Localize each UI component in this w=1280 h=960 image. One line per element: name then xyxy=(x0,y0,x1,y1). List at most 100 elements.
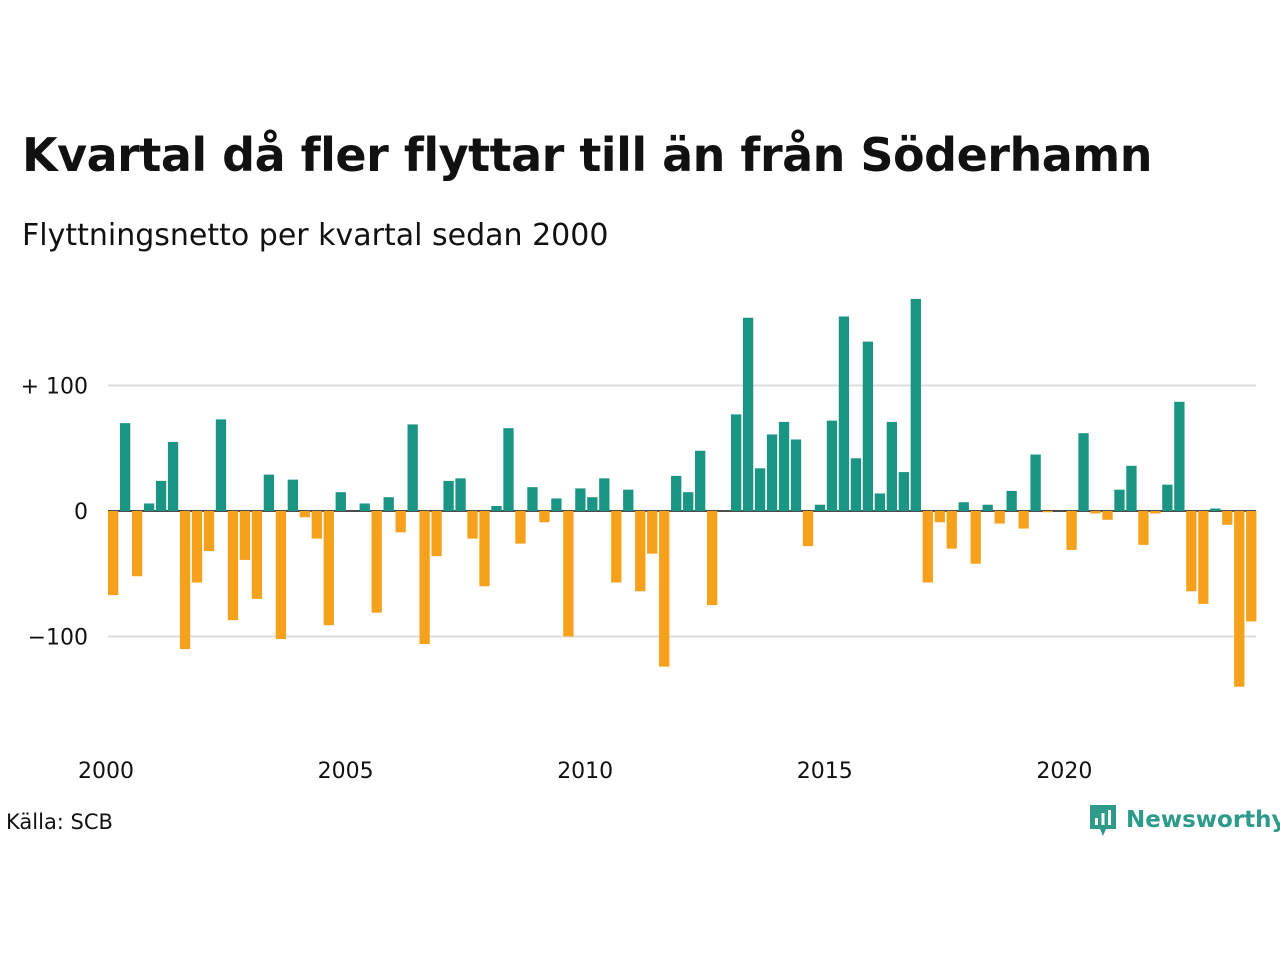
bar xyxy=(1006,490,1017,511)
bar xyxy=(419,511,430,645)
bar xyxy=(850,458,862,511)
bar xyxy=(707,511,718,606)
bar xyxy=(862,341,874,511)
bar xyxy=(323,511,334,626)
bar xyxy=(287,479,298,511)
bar xyxy=(874,493,886,511)
bar xyxy=(1114,489,1125,511)
bar xyxy=(275,511,287,640)
bar xyxy=(1198,511,1209,604)
bar xyxy=(1090,511,1101,514)
bar xyxy=(263,474,275,511)
bar xyxy=(1102,511,1113,520)
bar xyxy=(335,492,346,511)
bar xyxy=(383,497,394,511)
bar xyxy=(898,472,909,511)
bar xyxy=(299,511,310,518)
bar xyxy=(443,480,454,511)
bar xyxy=(108,511,119,596)
bar-chart: + 100 0 −100 2000 2005 2010 2015 2020 xyxy=(21,298,1257,784)
bar xyxy=(359,503,370,511)
bar xyxy=(970,511,981,564)
x-tick-label: 2020 xyxy=(1036,759,1092,784)
bar xyxy=(647,511,658,554)
y-tick-label: 0 xyxy=(74,500,88,525)
bar xyxy=(946,511,957,549)
x-tick-label: 2000 xyxy=(78,759,134,784)
bar xyxy=(119,423,131,511)
y-tick-label: −100 xyxy=(28,626,88,651)
bar xyxy=(1030,454,1041,511)
bar xyxy=(826,420,838,511)
bar xyxy=(491,505,502,511)
bar xyxy=(1078,433,1089,511)
brand-name: Newsworthy xyxy=(1126,807,1280,833)
bar xyxy=(1246,511,1257,622)
newsworthy-logo-icon xyxy=(1090,805,1116,836)
bar xyxy=(251,511,263,599)
bar xyxy=(730,414,742,511)
bar xyxy=(143,503,155,511)
brand-logo[interactable]: Newsworthy xyxy=(1088,802,1280,838)
bar xyxy=(179,511,191,650)
bar xyxy=(742,317,754,511)
y-axis-labels: + 100 0 −100 xyxy=(21,375,88,651)
bar xyxy=(455,478,466,511)
bar xyxy=(239,511,251,560)
bar xyxy=(563,511,574,637)
bar xyxy=(479,511,490,587)
bar xyxy=(695,450,706,511)
bar xyxy=(215,419,227,511)
bar xyxy=(790,439,802,511)
bars xyxy=(108,298,1257,687)
x-tick-label: 2015 xyxy=(797,759,853,784)
bar xyxy=(886,421,897,511)
bar xyxy=(131,511,143,577)
bar xyxy=(515,511,526,544)
bar xyxy=(611,511,622,583)
bar xyxy=(754,468,766,511)
y-tick-label: + 100 xyxy=(21,375,88,400)
bar xyxy=(1210,508,1221,511)
bar xyxy=(1234,511,1245,687)
bar xyxy=(766,434,778,511)
bar xyxy=(958,502,969,512)
bar xyxy=(683,492,694,511)
bar xyxy=(395,511,406,533)
bar xyxy=(599,478,610,511)
bar xyxy=(910,298,921,511)
bar xyxy=(539,511,550,523)
bar xyxy=(1126,465,1137,511)
bar xyxy=(203,511,215,552)
source-label: Källa: SCB xyxy=(6,810,113,834)
bar xyxy=(659,511,670,667)
bar xyxy=(167,441,179,511)
bar xyxy=(802,511,814,547)
bar xyxy=(1042,511,1053,513)
bar xyxy=(431,511,442,557)
bar xyxy=(527,487,538,511)
chart-title: Kvartal då fler flyttar till än från Söd… xyxy=(22,128,1152,182)
bar xyxy=(623,489,634,511)
bar xyxy=(1066,511,1077,550)
bar xyxy=(1018,511,1029,529)
bar xyxy=(814,504,826,511)
bar xyxy=(1150,511,1161,514)
bar xyxy=(1186,511,1197,592)
bar xyxy=(191,511,203,583)
bar xyxy=(1222,511,1233,525)
bar xyxy=(838,316,850,511)
bar xyxy=(407,424,418,511)
bar xyxy=(575,488,586,511)
bar xyxy=(934,511,945,523)
bar xyxy=(671,475,682,511)
bar xyxy=(922,511,933,583)
bar xyxy=(311,511,322,539)
grid-lines xyxy=(108,384,1256,638)
x-tick-label: 2005 xyxy=(318,759,374,784)
bar xyxy=(1138,511,1149,545)
bar xyxy=(467,511,478,539)
bar xyxy=(503,428,514,511)
bar xyxy=(587,497,598,511)
bar xyxy=(635,511,646,592)
